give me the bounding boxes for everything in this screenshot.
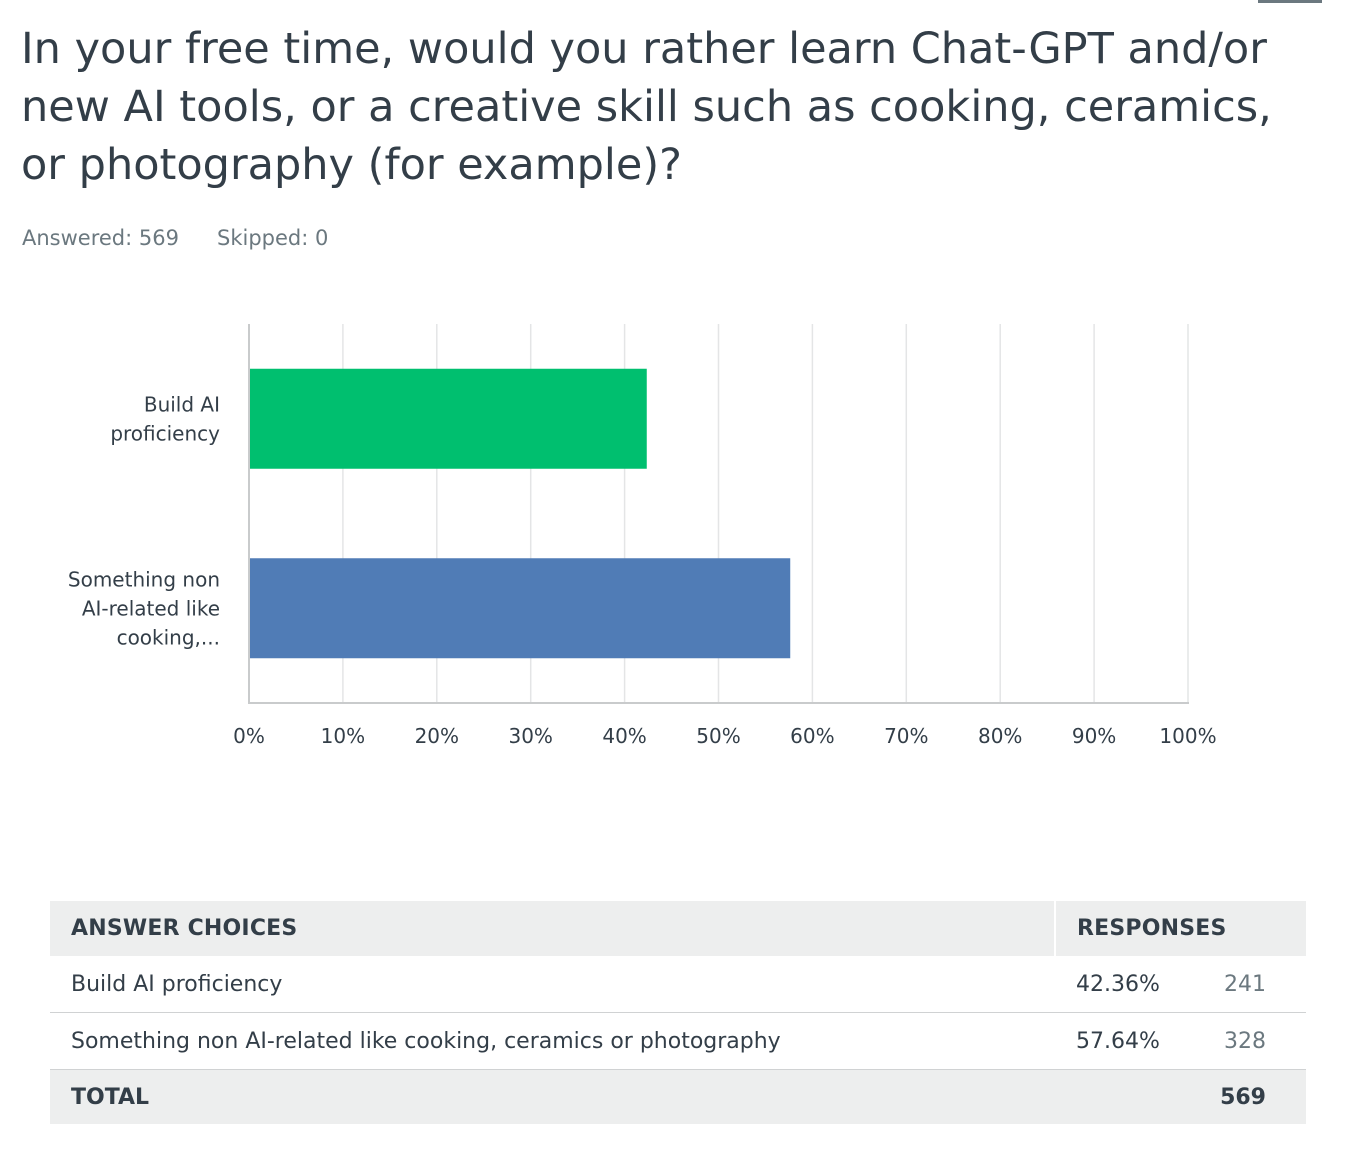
category-label: Something non AI-related like cooking,...	[68, 567, 220, 649]
percent-cell: 57.64%	[1055, 1012, 1186, 1070]
table-row: Something non AI-related like cooking, c…	[50, 1012, 1306, 1070]
x-tick-label: 40%	[602, 724, 646, 748]
skipped-count: Skipped: 0	[217, 226, 328, 250]
bar	[250, 368, 647, 469]
x-tick-label: 0%	[233, 724, 265, 748]
choice-cell: Something non AI-related like cooking, c…	[50, 1012, 1055, 1070]
skipped-label: Skipped:	[217, 226, 309, 250]
bar-chart: Build AI proficiency Something non AI-relat…	[68, 324, 1217, 748]
x-tick-label: 90%	[1072, 724, 1116, 748]
results-table: ANSWER CHOICES RESPONSES Build AI profic…	[50, 901, 1306, 1124]
category-label: Build AI proficiency	[110, 392, 220, 445]
percent-cell: 42.36%	[1055, 956, 1186, 1013]
table-header-row: ANSWER CHOICES RESPONSES	[50, 901, 1306, 956]
chart-area: Build AI proficiency Something non AI-relat…	[0, 300, 1352, 770]
x-tick-label: 50%	[696, 724, 740, 748]
count-cell: 328	[1186, 1012, 1306, 1070]
x-tick-label: 60%	[790, 724, 834, 748]
answered-label: Answered:	[22, 226, 133, 250]
total-label: TOTAL	[50, 1069, 1055, 1124]
answered-count: Answered: 569	[22, 226, 179, 250]
x-tick-label: 20%	[415, 724, 459, 748]
skipped-value: 0	[315, 226, 329, 250]
x-tick-label: 100%	[1159, 724, 1216, 748]
question-title: In your free time, would you rather lear…	[21, 24, 1272, 190]
answered-value: 569	[138, 226, 179, 250]
x-tick-label: 30%	[508, 724, 552, 748]
response-summary: Answered: 569 Skipped: 0	[22, 226, 328, 250]
x-tick-label: 10%	[321, 724, 365, 748]
count-cell: 241	[1186, 956, 1306, 1013]
x-tick-label: 80%	[978, 724, 1022, 748]
table-row: Build AI proficiency 42.36% 241	[50, 956, 1306, 1013]
responses-header: RESPONSES	[1054, 901, 1306, 956]
total-count: 569	[1186, 1069, 1306, 1124]
top-tab-indicator	[1258, 0, 1322, 3]
bar	[250, 558, 791, 659]
x-tick-label: 70%	[884, 724, 928, 748]
choice-cell: Build AI proficiency	[50, 956, 1055, 1013]
total-row: TOTAL 569	[50, 1069, 1306, 1124]
total-percent-cell	[1055, 1069, 1186, 1124]
answer-choices-header: ANSWER CHOICES	[50, 901, 1055, 956]
